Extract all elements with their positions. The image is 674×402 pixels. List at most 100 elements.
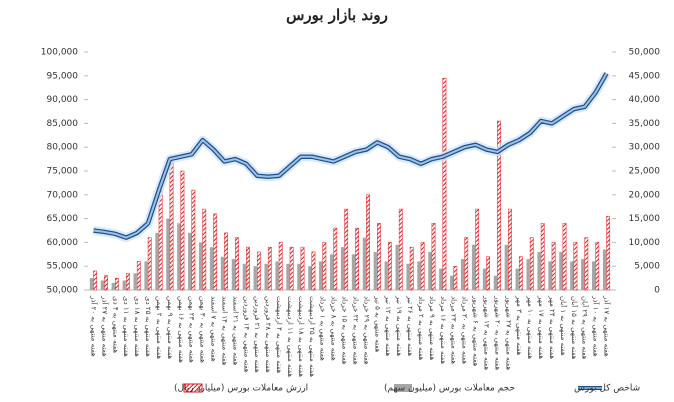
bar (351, 254, 356, 290)
bar (308, 266, 312, 290)
line (93, 72, 608, 239)
x-tick-label: هفته منتهی به ۲۵ اردیبهشت (308, 296, 316, 377)
bar (548, 261, 552, 290)
y2-tick-label: 15,000 (629, 214, 661, 224)
bar (275, 261, 279, 290)
bar (508, 208, 512, 291)
y2-tick-label: 45,000 (629, 71, 661, 81)
x-tick-label: هفته منتهی به ۳۰ مرداد (461, 296, 469, 364)
y2-tick-label: 10,000 (629, 238, 661, 248)
bar (453, 265, 458, 291)
bar (406, 263, 410, 290)
bar (562, 223, 567, 291)
legend-label: ارزش معاملات بورس (میلیارد ریال) (174, 384, 308, 394)
x-tick-label: هفته منتهی به ۹ بهمن (166, 296, 174, 359)
bar (450, 275, 454, 290)
bar (439, 268, 443, 290)
bar (180, 170, 185, 291)
x-tick-label: هفته منتهی به ۱۷ آذر (603, 295, 612, 357)
x-tick-label: هفته منتهی به ۱۹ تیر (395, 295, 403, 357)
bar (573, 242, 578, 291)
x-tick-label: هفته منتهی به ۳۰ بهمن (199, 296, 207, 363)
bar (377, 223, 381, 291)
bar (355, 227, 359, 291)
bar (329, 254, 334, 290)
x-tick-label: هفته منتهی به ۱۳ شهریور (482, 295, 490, 370)
bar (431, 223, 436, 291)
x-tick-label: هفته منتهی به ۲۲ خرداد (351, 296, 359, 365)
bar (460, 259, 465, 290)
y2-tick-label: 30,000 (629, 143, 661, 153)
bar (136, 261, 141, 291)
bar (297, 263, 301, 290)
x-tick-label: هفته منتهی به ۸ خرداد (330, 296, 338, 361)
bar (286, 263, 290, 290)
y-tick-label: 90,000 (47, 95, 79, 105)
x-tick-label: هفته منتهی به ۱۸ اردیبهشت (297, 296, 305, 377)
bar (570, 261, 574, 290)
bar (242, 263, 246, 290)
bar (198, 242, 203, 290)
x-tick-label: هفته منتهی به ۱۴ فروردین (242, 296, 250, 373)
x-tick-label: هفته منتهی به ۲۶ تیر (406, 295, 414, 357)
bar (482, 268, 487, 290)
bar (504, 244, 508, 290)
bar (420, 242, 425, 291)
x-tick-label: هفته منتهی به ۲۴ مهر (548, 295, 556, 359)
bar (464, 237, 469, 291)
bar (387, 242, 392, 291)
x-tick-label: هفته منتهی به ۱۵ آبان (570, 296, 579, 360)
chart-title: روند بازار بورس (286, 6, 388, 24)
x-tick-label: هفته منتهی به ۴ دی (111, 296, 119, 353)
y2-tick-label: 25,000 (629, 167, 661, 177)
bar (256, 251, 261, 291)
bar (559, 251, 563, 290)
bar (606, 215, 611, 291)
bar (93, 270, 97, 291)
bar (264, 263, 268, 290)
y2-tick-label: 50,000 (629, 48, 661, 58)
bar (322, 242, 327, 291)
bar (311, 251, 316, 291)
bar (235, 237, 239, 291)
x-tick-label: هفته منتهی به ۲۹ آبان (581, 296, 590, 360)
x-tick-label: هفته منتهی به ۱۸ دی (133, 296, 141, 357)
bar (122, 280, 126, 290)
bar (486, 256, 490, 291)
bar (191, 189, 196, 291)
bar (100, 280, 105, 290)
x-tick-label: هفته منتهی به ۲۳ بهمن (188, 296, 196, 363)
y-tick-label: 55,000 (47, 262, 79, 272)
bar (224, 232, 228, 291)
bar (384, 261, 388, 290)
bar (471, 244, 476, 290)
x-tick-label: هفته منتهی به ۳ مهر (515, 295, 523, 356)
legend-swatch (183, 383, 203, 393)
bar (584, 237, 589, 291)
bar (231, 259, 236, 290)
x-tick-label: هفته منتهی به ۱۷ مهر (537, 295, 545, 359)
y-tick-label: 100,000 (41, 48, 78, 58)
x-tick-label: هفته منتهی به ۲۷ شهریور (504, 295, 512, 370)
x-tick-label: هفته منتهی به ۱۱ اردیبهشت (286, 296, 294, 377)
bar (278, 242, 283, 291)
bar (518, 256, 523, 291)
bar (551, 242, 556, 291)
y-tick-label: 65,000 (47, 214, 79, 224)
x-tick-label: هفته منتهی به ۶ شهریور (472, 295, 480, 367)
bar (366, 194, 370, 291)
bar (395, 244, 399, 290)
bar (595, 242, 600, 291)
y-tick-label: 95,000 (47, 71, 79, 81)
bar (133, 273, 137, 290)
bar (267, 246, 272, 291)
x-tick-label: هفته منتهی به ۱۲ تیر (384, 295, 392, 357)
bar (340, 247, 345, 290)
bar (526, 259, 530, 290)
bar (300, 246, 305, 291)
bar (540, 223, 545, 291)
x-tick-label: هفته منتهی به ۱۶ بهمن (177, 296, 185, 363)
bar (398, 208, 403, 291)
bar (177, 223, 181, 290)
